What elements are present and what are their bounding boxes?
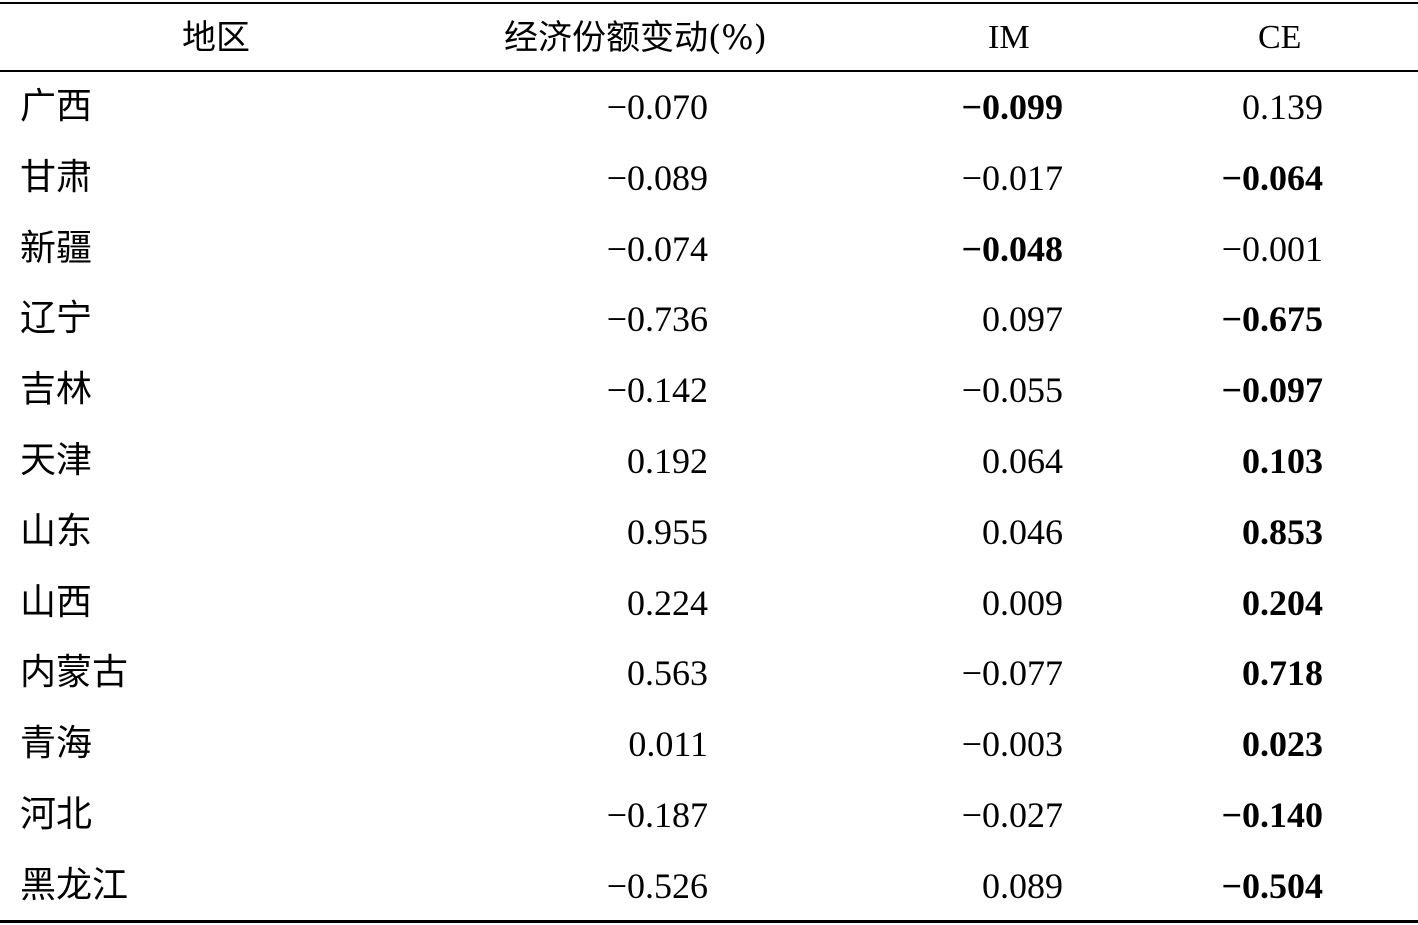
cell-economic-share-change: 0.192 [627,441,708,481]
cell-economic-share-change: −0.187 [606,795,708,835]
table-row: 山西 0.224 0.009 0.204 [0,568,1418,639]
cell-economic-share-change: 0.011 [628,724,708,765]
cell-economic-share-change: −0.089 [606,157,708,198]
cell-im: −0.027 [961,795,1063,835]
table-row: 黑龙江 −0.526 0.089 −0.504 [0,851,1418,922]
cell-ce: 0.023 [1242,724,1323,765]
cell-region: 天津 [20,440,93,481]
cell-region: 河北 [20,794,93,835]
cell-ce: −0.504 [1221,865,1323,906]
table-row: 天津 0.192 0.064 0.103 [0,426,1418,497]
cell-economic-share-change: −0.070 [606,87,708,127]
cell-im: 0.009 [982,582,1063,623]
cell-im: −0.048 [961,228,1063,269]
cell-region: 新疆 [20,227,93,269]
table-body: 广西 −0.070 −0.099 0.139 甘肃 −0.089 −0.017 −0.064 新… [0,72,1418,920]
cell-im: 0.064 [982,441,1063,481]
cell-economic-share-change: −0.074 [606,228,708,269]
cell-ce: 0.718 [1242,653,1323,694]
cell-region: 山西 [20,581,93,623]
cell-economic-share-change: 0.563 [627,653,708,694]
table-row: 河北 −0.187 −0.027 −0.140 [0,780,1418,851]
header-economic-share-change: 经济份额变动(%) [504,18,767,58]
cell-ce: −0.001 [1221,228,1323,269]
cell-region: 甘肃 [20,156,93,198]
cell-economic-share-change: −0.736 [606,299,708,340]
table-header-row: 地区 经济份额变动(%) IM CE [0,4,1418,70]
cell-im: 0.089 [982,865,1063,906]
cell-ce: −0.140 [1221,795,1323,835]
cell-im: 0.046 [982,511,1063,552]
table-row: 甘肃 −0.089 −0.017 −0.064 [0,143,1418,214]
cell-economic-share-change: −0.142 [606,370,708,411]
cell-region: 吉林 [20,369,93,411]
cell-im: −0.077 [961,653,1063,694]
header-im: IM [988,19,1030,56]
cell-ce: 0.139 [1242,87,1323,127]
cell-ce: 0.853 [1242,511,1323,552]
header-ce: CE [1258,19,1302,56]
header-region: 地区 [182,18,250,58]
cell-im: −0.003 [961,724,1063,765]
table-top-rule [0,2,1418,4]
cell-economic-share-change: −0.526 [606,865,708,906]
table-row: 内蒙古 0.563 −0.077 0.718 [0,638,1418,709]
cell-im: −0.055 [961,370,1063,411]
cell-region: 黑龙江 [20,864,129,906]
cell-ce: −0.097 [1221,370,1323,411]
cell-im: −0.017 [961,157,1063,198]
table-row: 新疆 −0.074 −0.048 −0.001 [0,214,1418,285]
table-row: 青海 0.011 −0.003 0.023 [0,709,1418,780]
cell-ce: −0.064 [1221,157,1323,198]
cell-ce: 0.204 [1242,582,1323,623]
cell-economic-share-change: 0.224 [627,582,708,623]
cell-ce: −0.675 [1221,299,1323,340]
cell-economic-share-change: 0.955 [627,511,708,552]
cell-region: 青海 [20,723,93,765]
cell-region: 辽宁 [20,298,93,340]
table-row: 广西 −0.070 −0.099 0.139 [0,72,1418,143]
table-header-rule [0,70,1418,72]
table-row: 辽宁 −0.736 0.097 −0.675 [0,284,1418,355]
cell-region: 山东 [20,510,93,552]
table-row: 吉林 −0.142 −0.055 −0.097 [0,355,1418,426]
cell-region: 广西 [20,86,93,127]
cell-region: 内蒙古 [20,652,129,694]
cell-ce: 0.103 [1242,441,1323,481]
table-row: 山东 0.955 0.046 0.853 [0,497,1418,568]
cell-im: −0.099 [961,87,1063,127]
table-bottom-rule [0,920,1418,923]
cell-im: 0.097 [982,299,1063,340]
